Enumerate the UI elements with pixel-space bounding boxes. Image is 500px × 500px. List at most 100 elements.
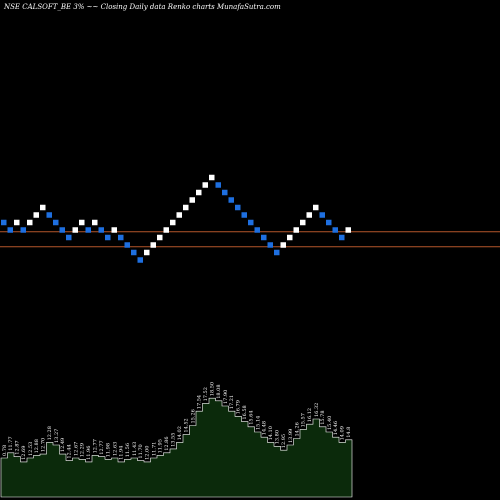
renko-brick-up xyxy=(202,182,208,188)
renko-brick-down xyxy=(339,234,345,241)
renko-brick-up xyxy=(287,234,293,241)
volume-label: 15.78 xyxy=(320,410,326,424)
volume-label: 15.14 xyxy=(255,416,261,430)
volume-label: 17.21 xyxy=(229,395,235,409)
volume-label: 12.67 xyxy=(73,442,79,456)
renko-brick-down xyxy=(59,227,65,233)
renko-brick-up xyxy=(111,227,117,233)
renko-brick-up xyxy=(183,204,189,211)
volume-label: 13.27 xyxy=(54,429,60,443)
volume-label: 15.40 xyxy=(327,416,333,430)
volume-label: 18.50 xyxy=(210,382,216,396)
volume-label: 12.88 xyxy=(34,439,40,453)
renko-brick-down xyxy=(7,227,13,233)
renko-brick-up xyxy=(300,219,306,226)
volume-label: 12.77 xyxy=(99,440,105,454)
renko-brick-up xyxy=(157,234,163,241)
renko-brick-down xyxy=(319,212,325,218)
renko-brick-down xyxy=(53,219,59,226)
renko-brick-down xyxy=(105,234,111,241)
renko-brick-down xyxy=(254,227,260,233)
renko-brick-up xyxy=(313,204,319,211)
volume-label: 18.08 xyxy=(216,384,222,398)
volume-label: 16.58 xyxy=(242,405,248,419)
renko-brick-up xyxy=(293,227,299,233)
renko-brick-down xyxy=(215,182,221,188)
volume-label: 17.52 xyxy=(203,387,209,401)
volume-label: 12.29 xyxy=(80,443,86,457)
renko-brick-down xyxy=(274,249,280,256)
renko-brick-up xyxy=(306,212,312,218)
renko-brick-up xyxy=(209,174,215,181)
renko-brick-down xyxy=(85,227,91,233)
volume-label: 12.69 xyxy=(21,446,27,460)
renko-brick-up xyxy=(163,227,169,233)
renko-brick-up xyxy=(170,219,176,226)
volume-label: 12.87 xyxy=(15,440,21,454)
volume-label: 13.99 xyxy=(288,429,294,443)
renko-brick-up xyxy=(33,212,39,218)
volume-label: 11.95 xyxy=(158,439,164,453)
volume-label: 15.57 xyxy=(301,413,307,427)
volume-label: 14.52 xyxy=(184,418,190,432)
volume-label: 12.70 xyxy=(41,438,47,452)
volume-label: 14.10 xyxy=(268,426,274,440)
volume-label: 16.32 xyxy=(314,403,320,417)
volume-label: 17.90 xyxy=(223,390,229,404)
volume-label: 15.26 xyxy=(190,409,196,423)
volume-label: 16.12 xyxy=(307,408,313,422)
volume-label: 12.00 xyxy=(145,446,151,460)
volume-label: 12.77 xyxy=(93,439,99,453)
volume-label: 11.71 xyxy=(151,442,157,456)
renko-brick-down xyxy=(131,249,137,256)
volume-label: 12.86 xyxy=(164,436,170,450)
renko-brick-down xyxy=(137,257,143,263)
renko-brick-down xyxy=(248,219,254,226)
renko-brick-down xyxy=(98,227,104,233)
renko-brick-down xyxy=(261,234,267,241)
volume-label: 14.09 xyxy=(340,426,346,440)
renko-brick-down xyxy=(332,227,338,233)
volume-panel xyxy=(0,397,353,498)
renko-brick-up xyxy=(14,219,20,226)
renko-brick-down xyxy=(124,242,130,248)
volume-label: 14.8 xyxy=(346,427,352,438)
renko-brick-up xyxy=(92,219,98,226)
volume-label: 13.80 xyxy=(275,430,281,444)
renko-brick-up xyxy=(150,242,156,248)
volume-label: 17.54 xyxy=(197,395,203,409)
volume-label: 14.02 xyxy=(177,426,183,440)
renko-brick-down xyxy=(118,234,124,241)
volume-label: 11.98 xyxy=(106,443,112,457)
renko-brick-up xyxy=(72,227,78,233)
volume-label: 14.46 xyxy=(333,421,339,435)
renko-brick-down xyxy=(235,204,241,211)
volume-area xyxy=(0,397,353,498)
volume-label: 12.63 xyxy=(112,442,118,456)
volume-label: 16.79 xyxy=(236,400,242,414)
renko-brick-down xyxy=(326,219,332,226)
volume-label: 0.78 xyxy=(2,445,8,456)
renko-brick-down xyxy=(222,189,228,196)
volume-label: 11.96 xyxy=(86,446,92,460)
volume-label: 12.49 xyxy=(60,438,66,452)
renko-brick-up xyxy=(27,219,33,226)
renko-brick-down xyxy=(66,234,72,241)
volume-label: 11.77 xyxy=(8,436,14,450)
volume-label: 15.64 xyxy=(249,410,255,424)
renko-brick-up xyxy=(189,197,195,203)
renko-brick-up xyxy=(79,219,85,226)
renko-brick-down xyxy=(46,212,52,218)
renko-brick-down xyxy=(241,212,247,218)
renko-brick-down xyxy=(228,197,234,203)
renko-brick-up xyxy=(345,227,351,233)
renko-brick-down xyxy=(267,242,273,248)
renko-brick-up xyxy=(40,204,46,211)
volume-label: 11.70 xyxy=(138,444,144,458)
volume-label: 12.28 xyxy=(47,426,53,440)
reference-lines xyxy=(0,231,500,248)
volume-label: 14.26 xyxy=(294,422,300,436)
